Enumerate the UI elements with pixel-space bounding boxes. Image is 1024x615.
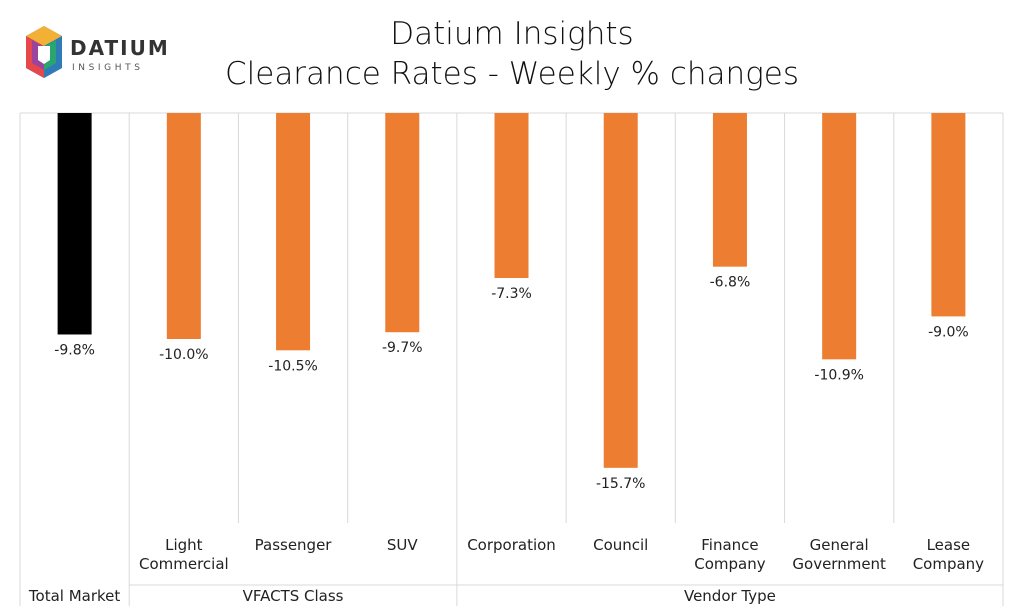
bar-7 bbox=[822, 113, 857, 360]
logo-tagline: INSIGHTS bbox=[72, 63, 144, 73]
tick-label: Council bbox=[593, 536, 648, 554]
data-label: -9.0% bbox=[928, 324, 969, 340]
datium-logo: DATIUM INSIGHTS bbox=[22, 24, 172, 84]
data-label: -10.0% bbox=[159, 347, 209, 363]
bar-3 bbox=[385, 113, 420, 333]
tick-label: Light bbox=[165, 536, 203, 554]
bar-8 bbox=[931, 113, 966, 317]
datium-logo-mark: DATIUM INSIGHTS bbox=[26, 26, 170, 78]
bar-0 bbox=[57, 113, 92, 335]
bar-2 bbox=[276, 113, 311, 351]
group-label: VFACTS Class bbox=[243, 587, 344, 605]
data-label: -9.8% bbox=[54, 342, 95, 358]
tick-label: Passenger bbox=[255, 536, 333, 554]
chart-subtitle: Clearance Rates - Weekly % changes bbox=[224, 56, 800, 92]
logo-name: DATIUM bbox=[70, 36, 170, 60]
data-label: -15.7% bbox=[596, 476, 646, 492]
bar-5 bbox=[603, 113, 638, 468]
data-label: -10.9% bbox=[814, 367, 864, 383]
group-label: Total Market bbox=[28, 587, 120, 605]
tick-label: Government bbox=[792, 555, 886, 573]
data-label: -10.5% bbox=[268, 358, 318, 374]
bar-6 bbox=[712, 113, 747, 267]
data-label: -7.3% bbox=[491, 286, 532, 302]
tick-label: Corporation bbox=[467, 536, 556, 554]
tick-label: Finance bbox=[701, 536, 758, 554]
bar-4 bbox=[494, 113, 529, 278]
chart-title-block: Datium Insights Clearance Rates - Weekly… bbox=[0, 14, 1024, 94]
data-label: -9.7% bbox=[382, 340, 423, 356]
tick-label: General bbox=[810, 536, 869, 554]
tick-label: Commercial bbox=[139, 555, 229, 573]
tick-label: Company bbox=[694, 555, 765, 573]
tick-label: Company bbox=[913, 555, 984, 573]
chart-title: Datium Insights bbox=[390, 16, 634, 52]
tick-label: Lease bbox=[927, 536, 971, 554]
data-label: -6.8% bbox=[710, 275, 751, 291]
group-label: Vendor Type bbox=[684, 587, 776, 605]
bar-1 bbox=[166, 113, 201, 339]
tick-label: SUV bbox=[387, 536, 419, 554]
